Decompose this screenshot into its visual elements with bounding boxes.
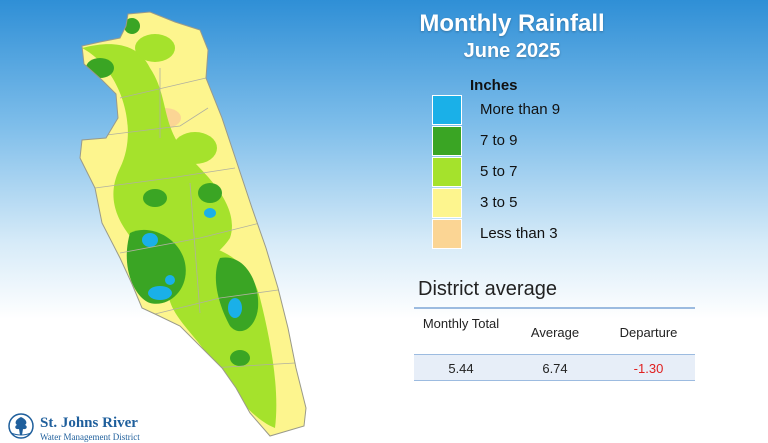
legend-swatch bbox=[432, 95, 462, 125]
district-average-table: Monthly Total Average Departure 5.44 6.7… bbox=[414, 307, 695, 381]
legend-title: Inches bbox=[470, 77, 518, 94]
legend-label: Less than 3 bbox=[480, 225, 558, 242]
legend-item: 3 to 5 bbox=[432, 188, 672, 218]
legend-item: 5 to 7 bbox=[432, 157, 672, 187]
map-subtitle: June 2025 bbox=[463, 40, 561, 62]
departure-value: -1.30 bbox=[633, 361, 664, 376]
legend-label: 7 to 9 bbox=[480, 132, 518, 149]
legend-swatch bbox=[432, 188, 462, 218]
rainfall-map bbox=[79, 11, 307, 437]
legend-swatch bbox=[432, 157, 462, 187]
header-average: Average bbox=[530, 325, 580, 340]
header-monthly-total: Monthly Total bbox=[422, 316, 500, 331]
tree-in-circle-icon bbox=[8, 413, 34, 439]
average-value: 6.74 bbox=[542, 361, 568, 376]
legend-label: 3 to 5 bbox=[480, 194, 518, 211]
org-name: St. Johns River bbox=[40, 415, 138, 431]
monthly-total-value: 5.44 bbox=[448, 361, 474, 376]
legend-label: 5 to 7 bbox=[480, 163, 518, 180]
legend-item: 7 to 9 bbox=[432, 126, 672, 156]
table-row bbox=[414, 354, 695, 380]
legend-swatch bbox=[432, 219, 462, 249]
legend-item: More than 9 bbox=[432, 95, 672, 125]
legend-label: More than 9 bbox=[480, 101, 561, 118]
header-departure: Departure bbox=[619, 325, 678, 340]
map-title: Monthly Rainfall bbox=[419, 10, 605, 37]
district-average-title: District average bbox=[418, 278, 557, 300]
org-subname: Water Management District bbox=[40, 432, 140, 442]
legend-swatch bbox=[432, 126, 462, 156]
legend-item: Less than 3 bbox=[432, 219, 672, 249]
